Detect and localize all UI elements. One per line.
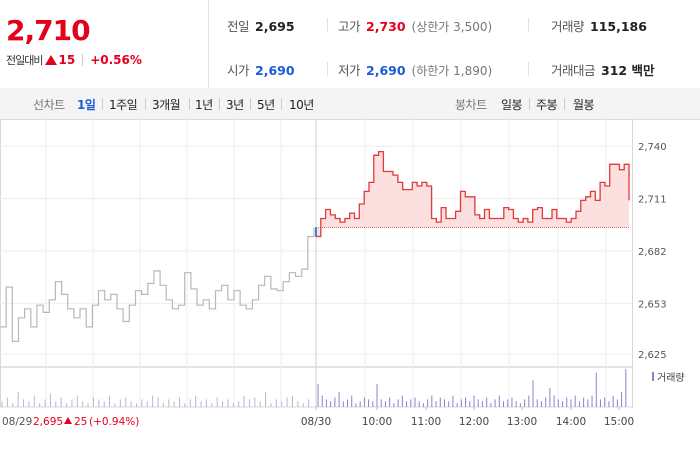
x-tick-label: 13:00 xyxy=(507,416,537,428)
divider xyxy=(145,98,146,110)
y-tick-label: 2,711 xyxy=(638,195,667,206)
volume-label: 거래량 xyxy=(551,19,585,34)
prev-close-label: 전일 xyxy=(227,19,250,34)
prev-close-cell: 전일 2,695 xyxy=(227,16,295,35)
chart-tabs-bar: 선차트 1일 1주일 3개월 1년 3년 5년 10년 봉차트 일봉 주봉 월봉 xyxy=(0,88,700,120)
volume-value: 115,186 xyxy=(590,19,647,34)
lower-limit: (하한가 1,890) xyxy=(411,64,493,78)
tab-1y[interactable]: 1년 xyxy=(195,98,213,112)
tab-monthly-candle[interactable]: 월봉 xyxy=(573,98,595,112)
amount-label: 거래대금 xyxy=(551,63,596,78)
x-tick-label: 11:00 xyxy=(411,416,441,428)
prev-day-summary: 08/29 2,695 25 (+0.94%) xyxy=(2,416,139,428)
volume-bars xyxy=(1,369,627,407)
today-area-fill xyxy=(316,151,629,237)
quote-header: 2,710 전일대비 15 +0.56% 전일 2,695 시가 2,690 고가 2… xyxy=(0,0,700,89)
up-triangle-icon xyxy=(64,417,72,424)
y-tick-label: 2,625 xyxy=(638,350,667,361)
tab-3m[interactable]: 3개월 xyxy=(152,98,181,112)
volume-legend: 거래량 xyxy=(652,372,685,384)
divider xyxy=(102,98,103,110)
tab-weekly-candle[interactable]: 주봉 xyxy=(536,98,558,112)
x-tick-label: 10:00 xyxy=(362,416,392,428)
prev-close-value: 2,695 xyxy=(255,19,295,34)
change-row: 전일대비 15 +0.56% xyxy=(6,52,142,68)
today-price-line xyxy=(316,150,630,238)
volume-legend-swatch xyxy=(652,372,654,381)
high-cell: 고가 2,730 (상한가 3,500) xyxy=(338,16,492,35)
price-panel: 2,710 전일대비 15 +0.56% xyxy=(0,0,209,88)
divider xyxy=(564,98,565,110)
divider xyxy=(327,62,328,76)
change-value: 15 xyxy=(58,53,76,67)
open-value: 2,690 xyxy=(255,63,295,78)
prev-close: 2,695 xyxy=(33,416,63,428)
tab-10y[interactable]: 10년 xyxy=(289,98,314,112)
x-axis-labels: 08/30 10:00 11:00 12:00 13:00 14:00 15:00 xyxy=(301,407,634,428)
tab-1d[interactable]: 1일 xyxy=(77,98,96,112)
prev-percent: (+0.94%) xyxy=(89,416,139,428)
tab-5y[interactable]: 5년 xyxy=(257,98,275,112)
high-value: 2,730 xyxy=(366,19,406,34)
y-tick-label: 2,653 xyxy=(638,299,667,310)
divider xyxy=(327,18,328,32)
divider xyxy=(219,98,220,110)
y-tick-label: 2,740 xyxy=(638,142,667,153)
chart-series xyxy=(0,150,630,342)
divider xyxy=(82,54,84,66)
tab-daily-candle[interactable]: 일봉 xyxy=(501,98,523,112)
tab-1w[interactable]: 1주일 xyxy=(109,98,138,112)
amount-value: 312 백만 xyxy=(601,63,655,78)
chart-grid xyxy=(0,119,633,408)
amount-cell: 거래대금 312 백만 xyxy=(551,60,654,79)
divider xyxy=(529,98,530,110)
current-price: 2,710 xyxy=(6,14,91,47)
tab-3y[interactable]: 3년 xyxy=(226,98,244,112)
candle-chart-label: 봉차트 xyxy=(455,98,487,112)
volume-cell: 거래량 115,186 xyxy=(551,16,647,35)
divider xyxy=(189,98,190,110)
low-label: 저가 xyxy=(338,63,361,78)
x-tick-label: 12:00 xyxy=(459,416,489,428)
x-tick-label: 14:00 xyxy=(556,416,586,428)
low-cell: 저가 2,690 (하한가 1,890) xyxy=(338,60,492,79)
open-cell: 시가 2,690 xyxy=(227,60,295,79)
high-label: 고가 xyxy=(338,19,361,34)
prev-change: 25 xyxy=(74,416,87,428)
x-tick-label: 08/30 xyxy=(301,416,331,428)
upper-limit: (상한가 3,500) xyxy=(411,20,493,34)
divider xyxy=(528,18,529,32)
low-value: 2,690 xyxy=(366,63,406,78)
y-tick-label: 2,682 xyxy=(638,247,667,258)
change-label: 전일대비 xyxy=(6,54,43,67)
x-tick-label: 15:00 xyxy=(604,416,634,428)
change-percent: +0.56% xyxy=(90,53,142,67)
previous-day-line xyxy=(0,227,315,342)
open-label: 시가 xyxy=(227,63,250,78)
line-chart-label: 선차트 xyxy=(33,98,65,112)
divider xyxy=(250,98,251,110)
divider xyxy=(528,62,529,76)
volume-legend-label: 거래량 xyxy=(657,372,685,384)
prev-date: 08/29 xyxy=(2,416,32,428)
up-triangle-icon xyxy=(45,55,58,65)
price-chart: 2,625 2,653 2,682 2,711 2,740 08/30 10:00 11:0… xyxy=(0,119,685,428)
y-axis-labels: 2,625 2,653 2,682 2,711 2,740 xyxy=(638,142,667,361)
divider xyxy=(281,98,282,110)
